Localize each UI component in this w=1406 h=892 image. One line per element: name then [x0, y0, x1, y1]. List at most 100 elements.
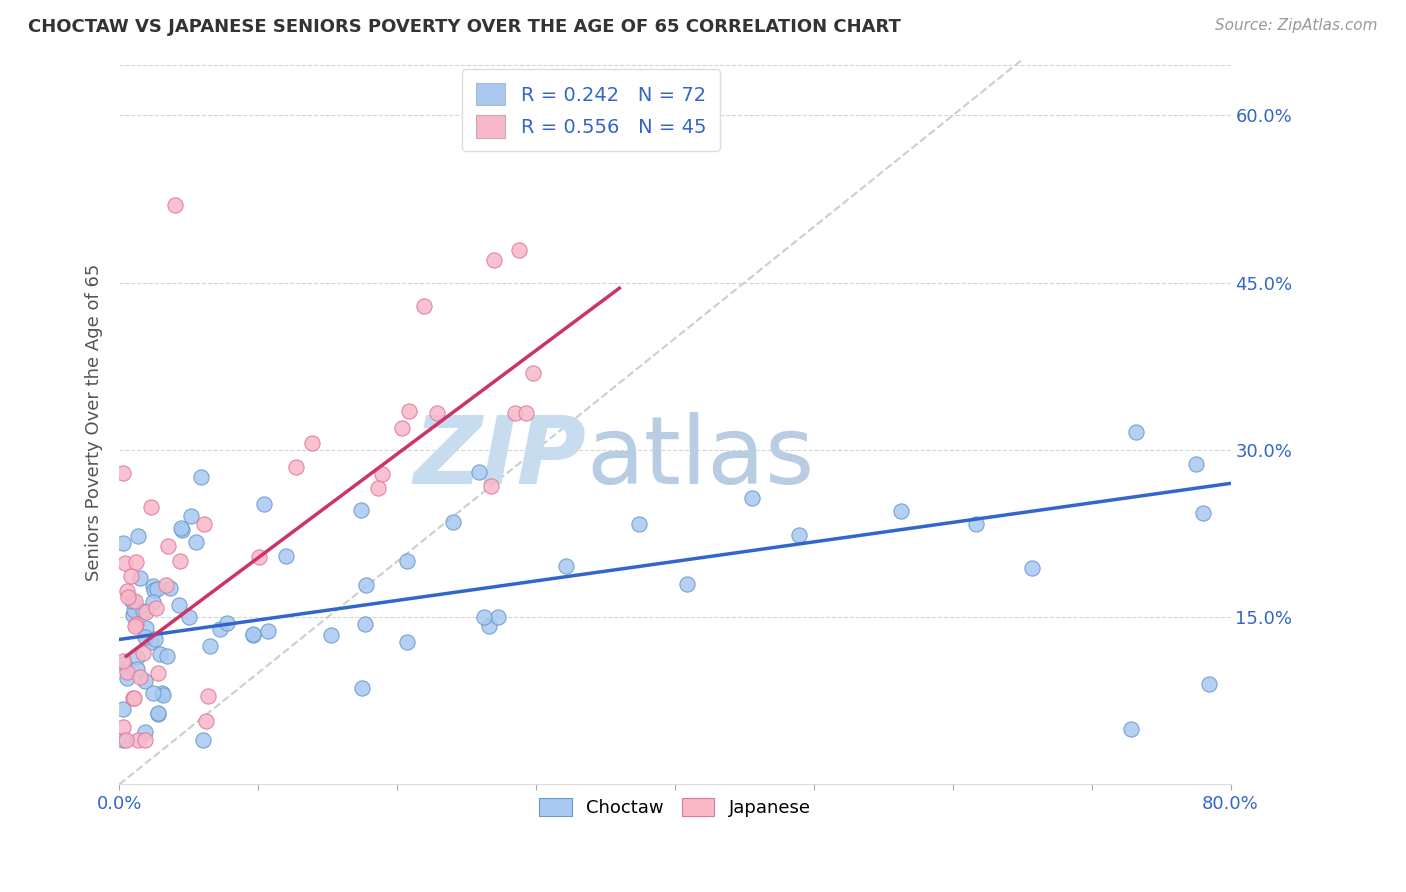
Point — [242, 628, 264, 642]
Point — [1191, 507, 1213, 521]
Point — [139, 500, 162, 515]
Point — [124, 594, 146, 608]
Legend: Choctaw, Japanese: Choctaw, Japanese — [530, 789, 820, 826]
Point — [257, 624, 280, 639]
Text: ZIP: ZIP — [413, 412, 586, 504]
Point — [142, 595, 165, 609]
Point — [117, 590, 139, 604]
Point — [479, 479, 502, 493]
Point — [522, 366, 544, 380]
Point — [143, 632, 166, 647]
Point — [135, 605, 157, 619]
Point — [391, 420, 413, 434]
Point — [112, 657, 135, 671]
Point — [146, 706, 169, 721]
Point — [114, 556, 136, 570]
Point — [155, 578, 177, 592]
Point — [1121, 722, 1143, 736]
Point — [112, 702, 135, 716]
Point — [195, 714, 218, 729]
Point — [134, 725, 156, 739]
Point — [1021, 561, 1043, 575]
Point — [129, 670, 152, 684]
Point — [350, 503, 373, 517]
Point — [242, 627, 264, 641]
Point — [350, 681, 373, 695]
Point — [132, 604, 155, 618]
Point — [121, 691, 143, 706]
Point — [115, 671, 138, 685]
Point — [395, 554, 418, 568]
Point — [159, 582, 181, 596]
Point — [190, 470, 212, 484]
Point — [180, 508, 202, 523]
Point — [477, 618, 499, 632]
Point — [120, 568, 142, 582]
Point — [186, 534, 208, 549]
Point — [284, 460, 307, 475]
Point — [125, 555, 148, 569]
Point — [167, 598, 190, 612]
Point — [115, 584, 138, 599]
Point — [170, 521, 193, 535]
Point — [486, 610, 509, 624]
Point — [169, 554, 191, 568]
Point — [247, 550, 270, 565]
Point — [150, 686, 173, 700]
Point — [142, 685, 165, 699]
Point — [353, 617, 375, 632]
Point — [965, 517, 987, 532]
Point — [193, 516, 215, 531]
Point — [127, 732, 149, 747]
Point — [149, 647, 172, 661]
Point — [146, 706, 169, 720]
Point — [125, 616, 148, 631]
Point — [155, 648, 177, 663]
Point — [371, 467, 394, 481]
Point — [117, 665, 139, 679]
Point — [145, 601, 167, 615]
Point — [515, 406, 537, 420]
Point — [1125, 425, 1147, 439]
Point — [472, 610, 495, 624]
Point — [503, 406, 526, 420]
Y-axis label: Seniors Poverty Over the Age of 65: Seniors Poverty Over the Age of 65 — [86, 263, 103, 581]
Point — [121, 594, 143, 608]
Point — [321, 628, 343, 642]
Point — [253, 497, 276, 511]
Point — [1198, 677, 1220, 691]
Point — [787, 528, 810, 542]
Point — [197, 689, 219, 703]
Text: CHOCTAW VS JAPANESE SENIORS POVERTY OVER THE AGE OF 65 CORRELATION CHART: CHOCTAW VS JAPANESE SENIORS POVERTY OVER… — [28, 18, 901, 36]
Point — [301, 436, 323, 450]
Point — [398, 403, 420, 417]
Point — [890, 504, 912, 518]
Point — [627, 516, 650, 531]
Point — [356, 577, 378, 591]
Point — [209, 622, 232, 636]
Point — [274, 549, 297, 564]
Point — [132, 646, 155, 660]
Point — [134, 630, 156, 644]
Point — [555, 559, 578, 574]
Point — [146, 582, 169, 596]
Point — [121, 608, 143, 623]
Point — [112, 654, 135, 668]
Point — [172, 524, 194, 538]
Point — [134, 732, 156, 747]
Point — [129, 571, 152, 585]
Point — [193, 732, 215, 747]
Point — [179, 610, 201, 624]
Point — [112, 466, 135, 480]
Point — [122, 602, 145, 616]
Point — [508, 243, 530, 257]
Point — [152, 688, 174, 702]
Point — [115, 732, 138, 747]
Point — [441, 515, 464, 529]
Point — [125, 650, 148, 665]
Point — [426, 405, 449, 419]
Point — [468, 465, 491, 479]
Point — [124, 618, 146, 632]
Point — [741, 491, 763, 506]
Point — [112, 732, 135, 747]
